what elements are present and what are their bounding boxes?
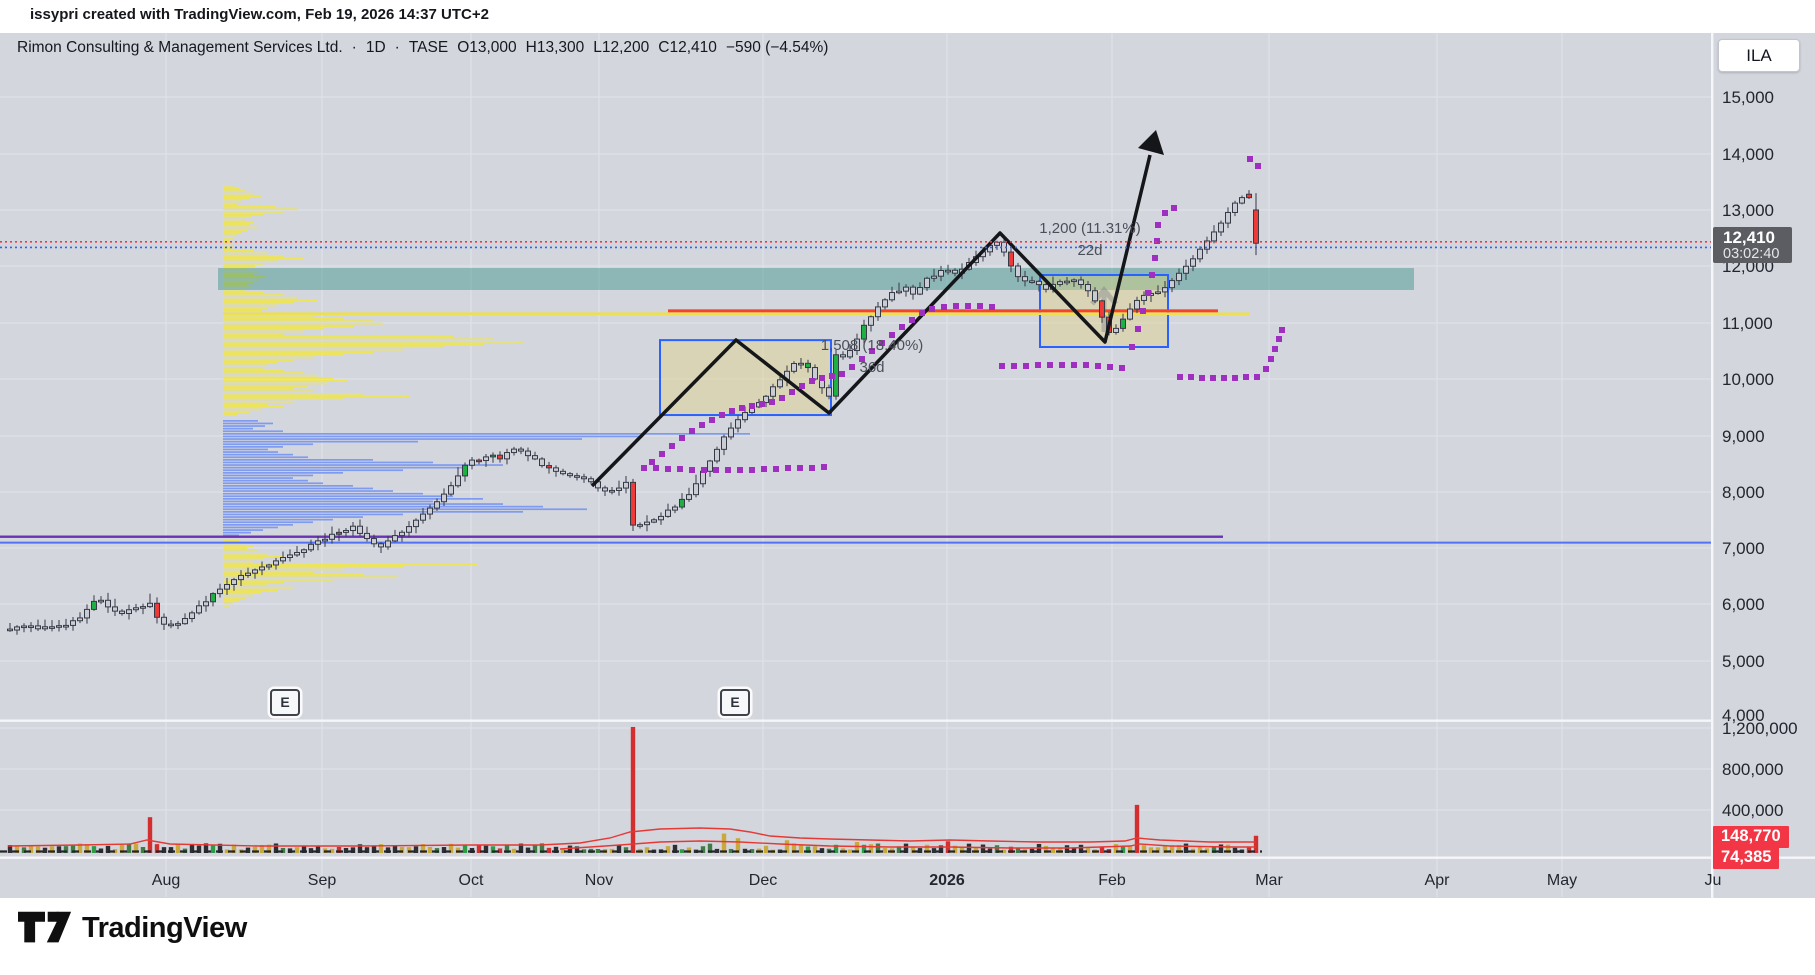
time-axis-tick: Oct [458, 872, 484, 889]
price-axis-tick: 14,000 [1722, 145, 1774, 164]
time-axis-tick: Ju [1704, 872, 1722, 889]
volume-ma-label: 74,385 [1713, 847, 1780, 869]
separator: · [351, 39, 357, 56]
time-axis-tick: May [1546, 872, 1578, 889]
symbol-title[interactable]: Rimon Consulting & Management Services L… [17, 39, 343, 56]
measurement-days: 22d [1077, 242, 1103, 259]
footer: TradingView [18, 908, 247, 948]
interval-value[interactable]: 1D [365, 39, 386, 56]
last-price-label: 12,410 03:02:40 [1713, 227, 1792, 263]
price-axis-tick: 10,000 [1722, 370, 1774, 389]
price-axis-tick: 9,000 [1722, 427, 1765, 446]
ohlc-open: O13,000 [457, 39, 517, 56]
ohlc-close: C12,410 [658, 39, 717, 56]
time-axis-tick: Feb [1098, 872, 1126, 889]
symbol-badge[interactable]: ILA [1718, 39, 1800, 72]
exchange-value: TASE [408, 39, 449, 56]
price-axis-tick: 8,000 [1722, 483, 1765, 502]
measurement-label-2[interactable]: 1,200 (11.31%) 22d [970, 220, 1210, 259]
price-axis-tick: 800,000 [1722, 760, 1784, 779]
attribution-bar: issypri created with TradingView.com, Fe… [30, 6, 489, 23]
price-axis-tick: 5,000 [1722, 652, 1765, 671]
earnings-marker-icon[interactable]: E [270, 689, 300, 716]
measurement-value: 1,200 (11.31%) [1039, 220, 1141, 237]
last-price-value: 12,410 [1723, 228, 1775, 247]
time-axis-tick: Mar [1255, 872, 1283, 889]
ohlc-low: L12,200 [593, 39, 650, 56]
price-axis-tick: 1,200,000 [1722, 719, 1798, 738]
ohlc-high: H13,300 [525, 39, 585, 56]
tradingview-logo-icon [18, 911, 72, 943]
time-axis-tick: Apr [1424, 872, 1450, 889]
measurement-label-1[interactable]: 1,508 (18.40%) 36d [752, 337, 992, 376]
change-value: −590 (−4.54%) [725, 39, 829, 56]
price-axis-tick: 4,000 [1722, 706, 1765, 725]
price-axis-tick: 13,000 [1722, 201, 1774, 220]
time-axis-tick: Dec [748, 872, 778, 889]
measurement-value: 1,508 (18.40%) [820, 337, 924, 354]
countdown-timer: 03:02:40 [1723, 246, 1780, 262]
measurement-days: 36d [859, 359, 885, 376]
price-axis-tick: 15,000 [1722, 88, 1774, 107]
time-axis-tick: Sep [307, 872, 337, 889]
tradingview-logo-text: TradingView [82, 911, 247, 944]
price-axis-tick: 400,000 [1722, 801, 1784, 820]
price-axis-tick: 11,000 [1722, 314, 1773, 333]
separator: · [394, 39, 400, 56]
time-axis-tick: 2026 [929, 872, 965, 889]
time-axis-tick: Aug [151, 872, 181, 889]
price-axis-tick: 6,000 [1722, 595, 1765, 614]
time-axis-tick: Nov [584, 872, 614, 889]
symbol-legend[interactable]: Rimon Consulting & Management Services L… [17, 39, 837, 57]
volume-value-label: 148,770 [1713, 826, 1789, 848]
attribution-text: issypri created with TradingView.com, Fe… [30, 6, 489, 23]
price-axis-tick: 7,000 [1722, 539, 1765, 558]
earnings-marker-icon[interactable]: E [720, 689, 750, 716]
